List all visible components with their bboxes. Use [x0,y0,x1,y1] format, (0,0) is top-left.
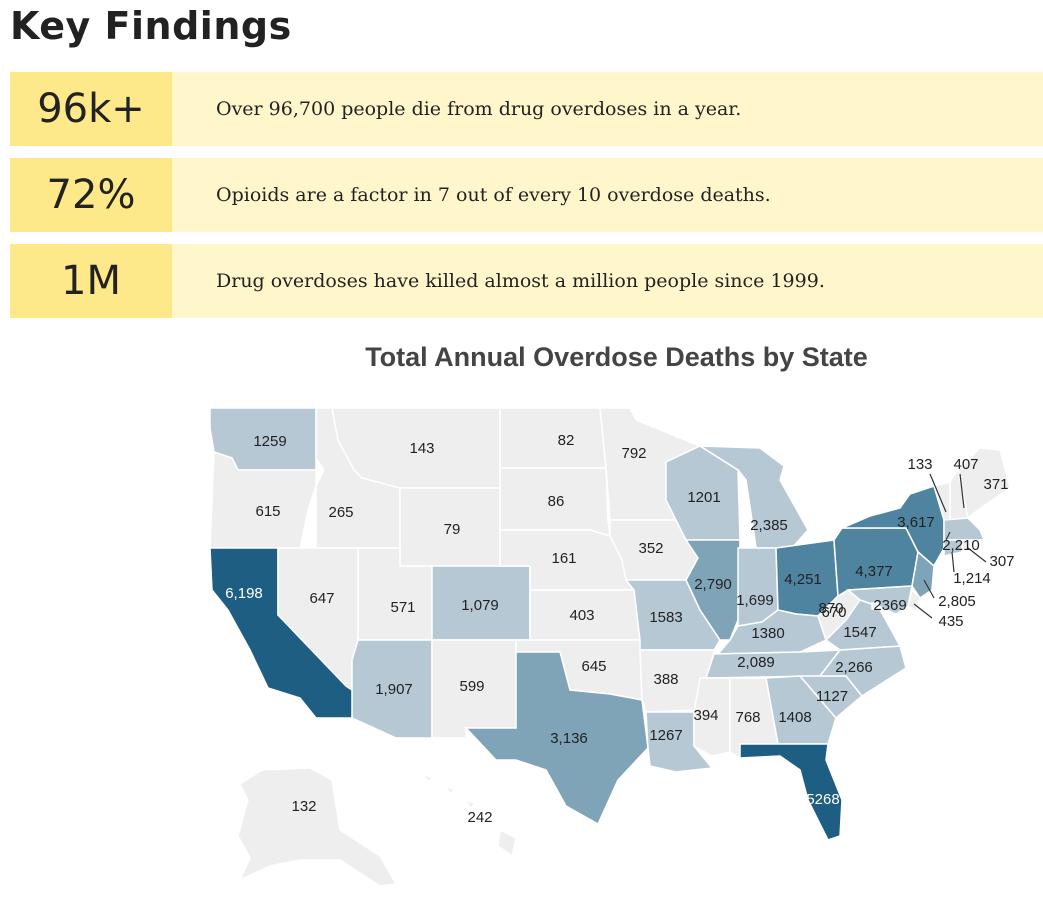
label-tn: 2,089 [737,654,775,671]
label-mn: 792 [621,445,646,462]
finding-text: Opioids are a factor in 7 out of every 1… [216,184,771,206]
label-ms: 394 [693,707,718,724]
leader-line-ct [951,551,955,573]
label-oh: 4,251 [784,571,822,588]
label-mo: 1583 [649,609,682,626]
label-ut: 571 [390,599,415,616]
label-md: 2369 [873,597,906,614]
label-ny: 3,617 [897,514,935,531]
page-heading: Key Findings [10,4,292,48]
finding-text: Drug overdoses have killed almost a mill… [216,270,825,292]
leader-line-nh [959,473,965,509]
label-wa: 1259 [253,433,286,450]
label-wi: 1201 [687,489,720,506]
label-nm: 599 [459,678,484,695]
label-nc: 2,266 [835,659,873,676]
finding-stat: 1M [10,244,172,318]
label-mi: 2,385 [750,517,788,534]
state-ga[interactable] [765,675,837,745]
label-mt: 143 [409,440,434,457]
label-id: 265 [328,504,353,521]
label-nh: 407 [953,456,978,473]
state-tx[interactable] [464,651,649,826]
label-co: 1,079 [461,597,499,614]
finding-card-2: 72% Opioids are a factor in 7 out of eve… [10,158,1043,232]
state-fl[interactable] [739,743,843,841]
label-pa: 4,377 [855,563,893,580]
label-ks: 403 [569,607,594,624]
state-nd[interactable] [499,407,607,469]
state-md[interactable] [846,585,913,615]
label-ga: 1408 [778,709,811,726]
label-me: 371 [983,476,1008,493]
label-sd: 86 [548,493,565,510]
leader-line-de [913,603,933,619]
label-vt: 133 [907,456,932,473]
label-tx: 3,136 [550,730,588,747]
label-nd: 82 [558,432,575,449]
state-nj[interactable] [911,550,935,600]
state-ak[interactable] [237,767,398,887]
label-in: 1,699 [736,592,774,609]
state-ma[interactable] [943,517,986,541]
finding-card-3: 1M Drug overdoses have killed almost a m… [10,244,1043,318]
label-nj: 2,805 [938,593,976,610]
leader-line-vt [929,473,947,513]
label-de: 435 [938,613,963,630]
label-va: 1547 [843,624,876,641]
finding-stat: 96k+ [10,72,172,146]
label-ak: 132 [291,798,316,815]
label-il: 2,790 [694,576,732,593]
state-hi[interactable] [422,772,517,858]
finding-text: Over 96,700 people die from drug overdos… [216,98,742,120]
label-ct: 1,214 [953,570,991,587]
state-ar[interactable] [639,649,715,713]
leader-line-ma [945,531,951,541]
map-title: Total Annual Overdose Deaths by State [365,342,868,372]
leader-line-nj [923,579,935,599]
finding-card-1: 96k+ Over 96,700 people die from drug ov… [10,72,1043,146]
label-wv: 870 [818,600,843,617]
state-ct[interactable] [943,539,963,557]
label-az: 1,907 [375,681,413,698]
label-hi: 242 [467,809,492,826]
label-dc: 670 [821,604,846,621]
label-ca: 6,198 [225,585,263,602]
state-or[interactable] [209,450,317,549]
leader-line-ri [967,547,987,563]
finding-stat: 72% [10,158,172,232]
label-wy: 79 [444,521,461,538]
label-la: 1267 [649,727,682,744]
label-sc: 1127 [816,688,848,705]
label-ne: 161 [551,550,576,567]
label-nv: 647 [309,590,334,607]
label-ar: 388 [653,671,678,688]
label-ia: 352 [638,540,663,557]
state-dc[interactable] [871,602,879,610]
label-ma: 2,210 [942,537,980,554]
label-ri: 307 [989,553,1014,570]
label-al: 768 [735,709,760,726]
label-fl: 5268 [806,791,839,808]
label-ok: 645 [581,658,606,675]
label-or: 615 [255,503,280,520]
label-ky: 1380 [751,625,784,642]
